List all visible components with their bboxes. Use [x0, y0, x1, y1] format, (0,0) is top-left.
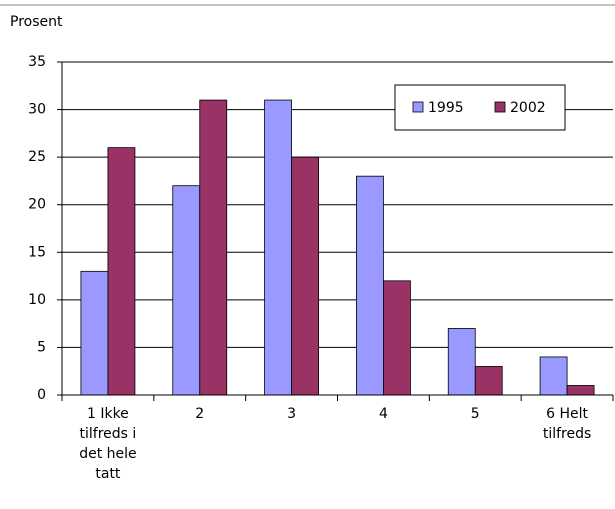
bar [539, 356, 568, 396]
y-tick-label: 25 [28, 149, 46, 165]
y-tick-label: 20 [28, 197, 46, 213]
x-tick-label: 5 [470, 406, 480, 422]
bar [264, 99, 292, 396]
x-tick-label: 6 Helt tilfreds [542, 406, 592, 442]
y-tick-label: 15 [28, 244, 46, 260]
bar [383, 280, 411, 396]
x-tick-label: 2 [195, 406, 205, 422]
bar [566, 385, 595, 396]
x-tick-label: 1 Ikke tilfreds i det hele tatt [79, 406, 137, 482]
bar [291, 156, 319, 396]
bar [474, 366, 503, 396]
bar [447, 327, 476, 396]
legend-swatch [494, 101, 506, 113]
y-tick-label: 10 [28, 292, 46, 308]
bar [199, 99, 228, 396]
x-tick-label: 3 [287, 406, 297, 422]
legend-label: 1995 [428, 100, 464, 116]
y-tick-label: 30 [28, 102, 46, 118]
y-tick-label: 5 [37, 339, 46, 355]
x-tick-label: 4 [378, 406, 388, 422]
bar [172, 185, 201, 396]
legend-label: 2002 [510, 100, 546, 116]
legend-swatch [412, 101, 424, 113]
bar [356, 175, 384, 396]
y-axis-label: Prosent [10, 14, 63, 30]
bar [80, 270, 109, 396]
y-tick-label: 35 [28, 54, 46, 70]
y-tick-label: 0 [37, 387, 46, 403]
bar [107, 147, 136, 396]
